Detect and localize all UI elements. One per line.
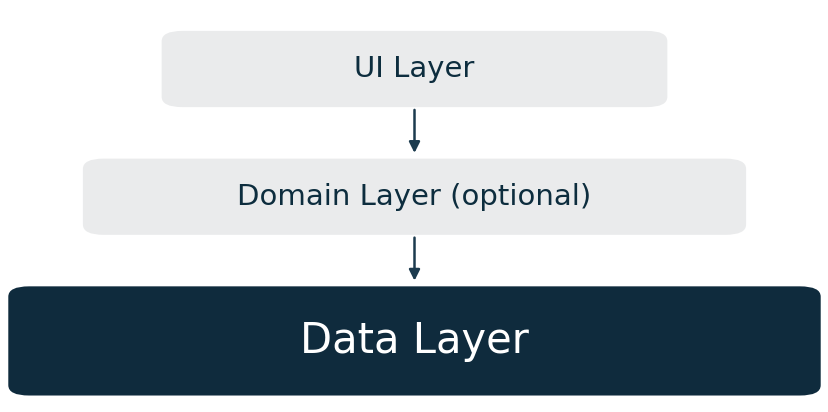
Text: UI Layer: UI Layer [354,55,474,83]
Text: Data Layer: Data Layer [300,320,528,362]
FancyBboxPatch shape [161,31,667,107]
FancyBboxPatch shape [8,286,820,396]
FancyBboxPatch shape [83,159,745,235]
Text: Domain Layer (optional): Domain Layer (optional) [237,183,591,211]
